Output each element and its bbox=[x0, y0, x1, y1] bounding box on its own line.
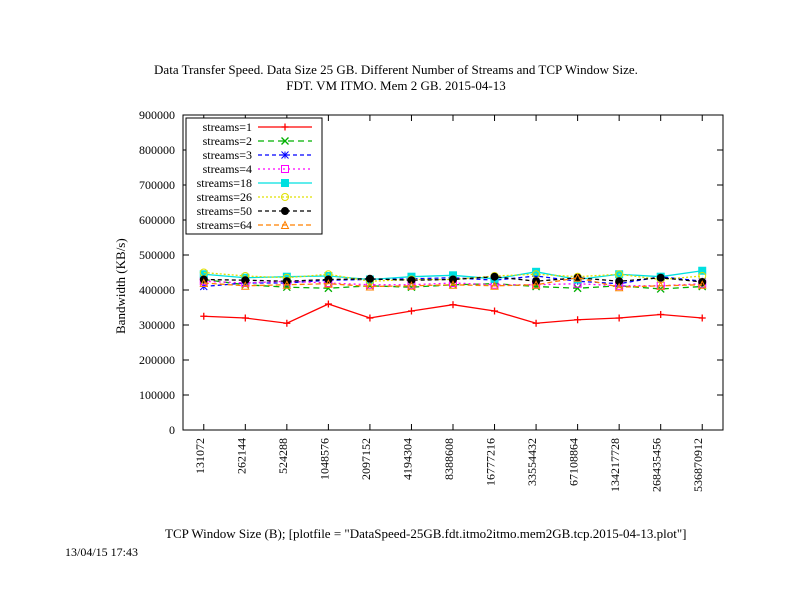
series-streams=1 bbox=[200, 301, 705, 327]
svg-text:streams=1: streams=1 bbox=[203, 120, 252, 134]
svg-text:67108864: 67108864 bbox=[567, 438, 581, 486]
svg-text:8388608: 8388608 bbox=[442, 438, 456, 480]
svg-text:524288: 524288 bbox=[276, 438, 290, 474]
svg-text:262144: 262144 bbox=[234, 438, 248, 474]
svg-text:500000: 500000 bbox=[139, 248, 175, 262]
svg-text:100000: 100000 bbox=[139, 388, 175, 402]
svg-text:800000: 800000 bbox=[139, 143, 175, 157]
chart-svg: 0 100000 200000 300000 400000 500000 600000 700… bbox=[0, 0, 792, 612]
svg-text:0: 0 bbox=[169, 423, 175, 437]
svg-text:16777216: 16777216 bbox=[484, 438, 498, 486]
svg-text:200000: 200000 bbox=[139, 353, 175, 367]
svg-text:streams=4: streams=4 bbox=[203, 162, 252, 176]
svg-text:2097152: 2097152 bbox=[359, 438, 373, 480]
svg-text:268435456: 268435456 bbox=[650, 438, 664, 492]
svg-text:536870912: 536870912 bbox=[691, 438, 705, 492]
svg-text:4194304: 4194304 bbox=[400, 438, 414, 480]
svg-text:streams=2: streams=2 bbox=[203, 134, 252, 148]
svg-text:700000: 700000 bbox=[139, 178, 175, 192]
svg-text:streams=3: streams=3 bbox=[203, 148, 252, 162]
svg-text:33554432: 33554432 bbox=[525, 438, 539, 486]
svg-text:streams=18: streams=18 bbox=[197, 176, 252, 190]
svg-text:900000: 900000 bbox=[139, 108, 175, 122]
svg-text:134217728: 134217728 bbox=[608, 438, 622, 492]
svg-text:streams=64: streams=64 bbox=[197, 218, 252, 232]
svg-text:streams=50: streams=50 bbox=[197, 204, 252, 218]
svg-text:131072: 131072 bbox=[193, 438, 207, 474]
svg-text:1048576: 1048576 bbox=[317, 438, 331, 480]
svg-text:300000: 300000 bbox=[139, 318, 175, 332]
svg-text:400000: 400000 bbox=[139, 283, 175, 297]
legend: streams=1streams=2streams=3streams=4stre… bbox=[186, 118, 322, 234]
svg-text:600000: 600000 bbox=[139, 213, 175, 227]
svg-text:streams=26: streams=26 bbox=[197, 190, 252, 204]
